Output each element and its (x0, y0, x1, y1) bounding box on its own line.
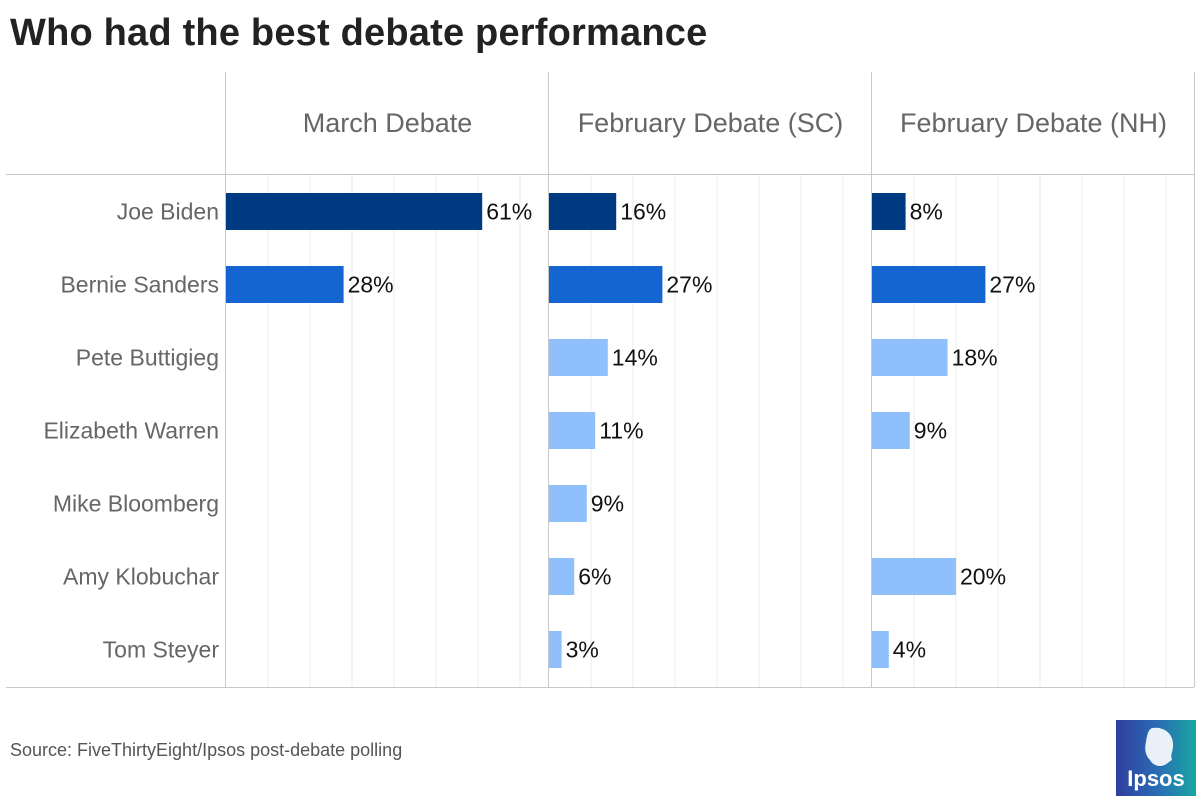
bar (549, 558, 575, 595)
bar (549, 412, 596, 449)
data-label: 61% (486, 199, 532, 225)
data-label: 27% (666, 272, 712, 298)
panel-title: February Debate (NH) (900, 108, 1167, 138)
category-label: Elizabeth Warren (43, 418, 219, 444)
bar (549, 193, 617, 230)
bar (549, 339, 608, 376)
source-note: Source: FiveThirtyEight/Ipsos post-debat… (10, 740, 403, 760)
data-label: 9% (914, 418, 947, 444)
bar (549, 266, 663, 303)
data-label: 18% (952, 345, 998, 371)
data-label: 16% (620, 199, 666, 225)
category-label: Tom Steyer (103, 637, 220, 663)
data-label: 20% (960, 564, 1006, 590)
data-label: 11% (599, 418, 643, 444)
data-label: 9% (591, 491, 624, 517)
bar (226, 266, 344, 303)
data-label: 8% (910, 199, 943, 225)
ipsos-logo: Ipsos (1116, 720, 1196, 796)
chart-title: Who had the best debate performance (10, 12, 708, 54)
data-label: 4% (893, 637, 926, 663)
category-label: Amy Klobuchar (63, 564, 219, 590)
bar (872, 193, 906, 230)
data-label: 14% (612, 345, 658, 371)
data-label: 6% (578, 564, 611, 590)
bar (872, 558, 956, 595)
bar (549, 631, 562, 668)
bar (872, 412, 910, 449)
data-label: 28% (348, 272, 394, 298)
bar (226, 193, 483, 230)
category-label: Bernie Sanders (60, 272, 219, 298)
bar (872, 631, 889, 668)
panel-title: March Debate (303, 108, 473, 138)
logo-text: Ipsos (1127, 766, 1184, 791)
bar (549, 485, 587, 522)
category-label: Mike Bloomberg (53, 491, 219, 517)
data-label: 27% (989, 272, 1035, 298)
category-label: Pete Buttigieg (76, 345, 219, 371)
panel-title: February Debate (SC) (578, 108, 844, 138)
bar (872, 266, 986, 303)
data-label: 3% (566, 637, 599, 663)
category-label: Joe Biden (117, 199, 219, 225)
bar (872, 339, 948, 376)
